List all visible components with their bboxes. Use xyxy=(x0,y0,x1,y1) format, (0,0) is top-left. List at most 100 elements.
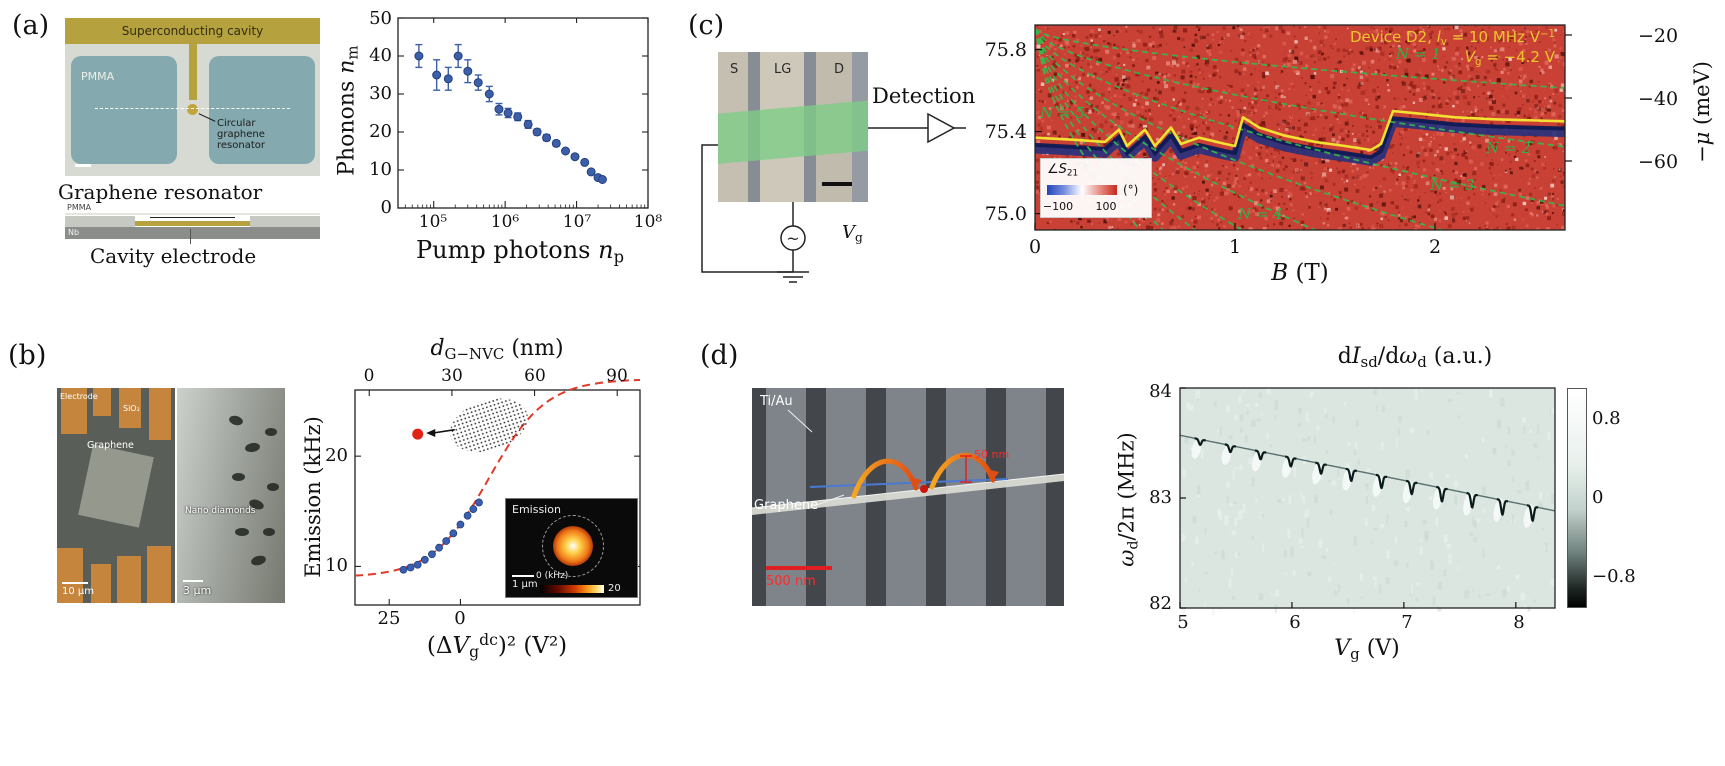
a-ytick-0: 0 xyxy=(380,197,392,218)
graphene-pointer xyxy=(813,494,845,507)
inset-cbar-min: 0 (kHz) xyxy=(536,571,569,581)
device-annotation-line2: Vg = −4.2 V xyxy=(1464,48,1555,68)
panel-d-sem-overlay xyxy=(752,409,1064,515)
hopping-arrow-1-head xyxy=(909,477,922,488)
gap-marker xyxy=(960,455,972,483)
d-colorbar xyxy=(1567,388,1587,608)
phase-colorbar-max: 100 xyxy=(1095,200,1117,213)
c-ytick-75p0: 75.0 xyxy=(984,203,1027,225)
d-cbar-tick-m0p8: −0.8 xyxy=(1592,566,1636,587)
d-ytick-82: 82 xyxy=(1149,593,1172,614)
scalebar xyxy=(766,566,832,570)
graphene-drum-dot xyxy=(187,104,198,115)
support-left xyxy=(65,216,135,227)
b-ytick-10: 10 xyxy=(325,555,348,576)
device-annotation-line1: Device D2, lv = 10 MHz V−1 xyxy=(1349,28,1555,48)
inset-scalebar xyxy=(512,575,534,577)
didw-map xyxy=(1179,387,1556,616)
c-right-ytick-m40: −40 xyxy=(1638,88,1679,110)
panel-a-device-micrograph: Superconducting cavity PMMA Circular gra… xyxy=(65,18,320,176)
local-gate-label: LG xyxy=(774,62,792,77)
s21-colorbar-label: ∠S21 xyxy=(1047,162,1079,179)
emission-spot xyxy=(553,526,593,566)
nanodiamond-blob xyxy=(250,554,267,567)
d-cbar-tick-0p8: 0.8 xyxy=(1592,408,1621,429)
panel-d-label: (d) xyxy=(700,340,739,371)
c-right-ytick-m20: −20 xyxy=(1638,25,1679,47)
electron-dot xyxy=(920,485,928,493)
amplifier-icon xyxy=(927,112,956,144)
scalebar xyxy=(183,580,203,582)
nb-substrate xyxy=(65,227,320,239)
cavity-electrode-caption: Cavity electrode xyxy=(90,244,257,268)
panel-b-label: (b) xyxy=(8,340,47,371)
landau-level-label-n4: N = 4 xyxy=(1238,205,1283,223)
electrode-label: Electrode xyxy=(60,392,98,401)
xsec-pmma-label: PMMA xyxy=(67,203,92,212)
b-top-xlabel: dG−NVC (nm) xyxy=(430,336,564,364)
b-top-xtick-90: 90 xyxy=(606,366,628,386)
panel-c-label: (c) xyxy=(688,10,725,41)
a-xtick-1e5: 10⁵ xyxy=(418,212,448,232)
landau-level-label-n1: N = 1 xyxy=(1396,45,1441,63)
b-xtick-0: 0 xyxy=(454,608,466,629)
scalebar-label: 3 μm xyxy=(183,584,212,597)
sio2-label: SiO₂ xyxy=(123,404,140,413)
a-xtick-1e8: 10⁸ xyxy=(633,212,663,232)
ground-icon xyxy=(777,271,809,283)
d-cbar-tick-0: 0 xyxy=(1592,487,1604,508)
superconducting-cavity-label: Superconducting cavity xyxy=(65,18,320,44)
emission-chart-wrap xyxy=(295,350,655,660)
scalebar xyxy=(62,582,88,584)
scalebar xyxy=(822,182,852,186)
nanodiamond-blob xyxy=(235,528,249,536)
scalebar-label: 500 nm xyxy=(766,574,816,589)
b-ytick-20: 20 xyxy=(325,445,348,466)
phonon-vs-pump-chart xyxy=(397,17,649,209)
cut-line xyxy=(95,108,290,109)
nanodiamond-blob xyxy=(228,414,244,427)
pmma-region-right xyxy=(209,56,315,164)
source-label: S xyxy=(730,62,739,77)
b-xtick-25: 25 xyxy=(377,608,401,629)
hopping-arrow-1 xyxy=(851,458,919,499)
emission-dashed-circle xyxy=(542,515,604,577)
inset-cbar-max: 20 xyxy=(608,583,621,594)
ground-loop-wire xyxy=(701,144,793,273)
panel-c-device-micrograph: S LG D xyxy=(718,52,868,202)
panel-a-cross-section: PMMA Nb xyxy=(65,203,320,243)
nanodiamond-blob xyxy=(263,528,275,536)
electrode-pointer-line xyxy=(190,229,191,244)
a-ytick-30: 30 xyxy=(369,83,392,104)
panel-b-sem-device: Electrode SiO₂ Graphene 10 μm xyxy=(57,388,175,603)
emission-inset-title: Emission xyxy=(512,503,561,516)
graphene-ribbon xyxy=(752,474,1064,515)
electrode-pad xyxy=(117,556,141,603)
mixing-map-wrap xyxy=(1100,340,1660,630)
scalebar-label: 10 μm xyxy=(62,586,95,597)
gold-electrode-layer xyxy=(135,221,250,226)
resonator-callout-line1: Circular xyxy=(217,118,256,129)
d-ylabel: ωd/2π (MHz) xyxy=(1114,432,1142,567)
charge-transport-line xyxy=(809,478,1009,488)
suspension-span-line xyxy=(150,217,235,218)
electrode-pad xyxy=(57,548,83,603)
a-xlabel: Pump photons np xyxy=(415,236,625,267)
d-xtick-7: 7 xyxy=(1401,612,1413,633)
resonator-callout-line2: graphene xyxy=(217,129,265,140)
pmma-label: PMMA xyxy=(81,70,115,83)
resonator-callout-line3: resonator xyxy=(217,140,265,151)
phase-colorbar-gradient xyxy=(1047,185,1117,195)
panel-b-sem-nanodiamonds: Nano diamonds 3 μm xyxy=(177,388,285,603)
electrode-pad xyxy=(93,388,111,416)
d-title: dIsd/dωd (a.u.) xyxy=(1337,344,1493,372)
a-ytick-20: 20 xyxy=(369,121,392,142)
c-xlabel: B (T) xyxy=(1271,260,1329,286)
inset-colorbar xyxy=(540,585,604,593)
c-xtick-1: 1 xyxy=(1228,236,1242,258)
electrode-pad xyxy=(119,388,141,428)
c-xtick-2: 2 xyxy=(1428,236,1442,258)
phase-colorbar-inset: ∠S21 (°) −100 100 xyxy=(1040,158,1152,218)
panel-a-label: (a) xyxy=(12,10,50,41)
cavity-center-conductor xyxy=(189,44,197,100)
